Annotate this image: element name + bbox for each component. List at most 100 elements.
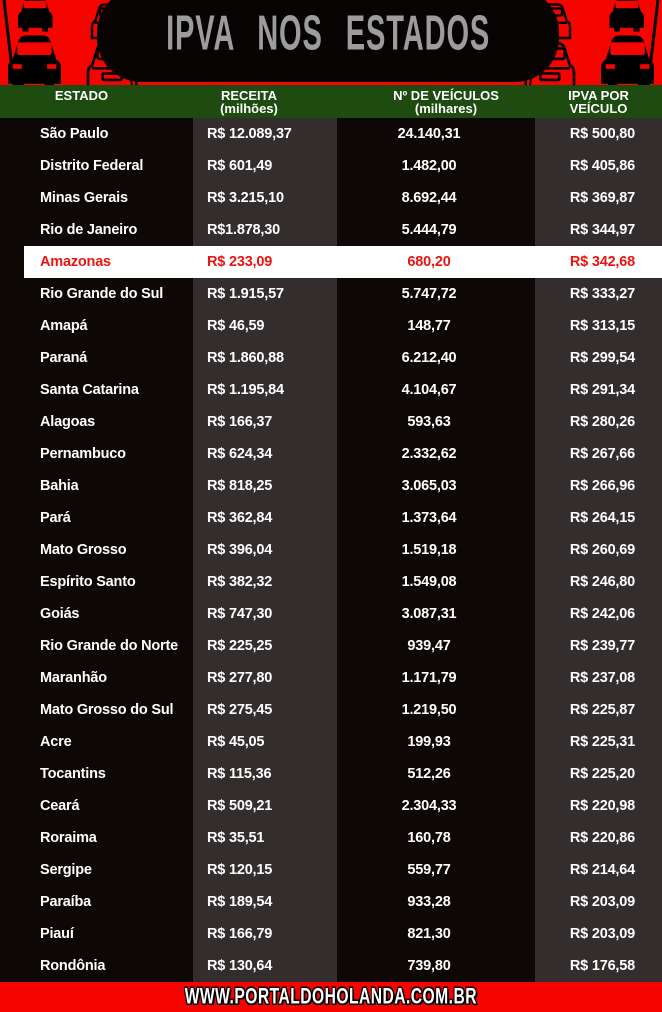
table-body: São Paulo R$ 12.089,37 24.140,31 R$ 500,… [0, 118, 662, 982]
table-row: Pará R$ 362,84 1.373,64 R$ 264,15 [0, 502, 662, 534]
cell-receita: R$ 35,51 [193, 822, 337, 854]
cell-ipva: R$ 203,09 [535, 886, 662, 918]
table-row: Roraima R$ 35,51 160,78 R$ 220,86 [0, 822, 662, 854]
cell-veiculos: 3.087,31 [401, 606, 457, 622]
cell-estado: Paraíba [40, 894, 91, 910]
cell-ipva: R$ 344,97 [535, 214, 662, 246]
table-row: Rio Grande do Norte R$ 225,25 939,47 R$ … [0, 630, 662, 662]
cell-estado: Roraima [40, 830, 97, 846]
cell-receita: R$ 382,32 [193, 566, 337, 598]
cell-ipva: R$ 333,27 [535, 278, 662, 310]
cell-estado: Bahia [40, 478, 79, 494]
header-receita: RECEITA (milhões) [193, 88, 337, 118]
cell-estado: Rio Grande do Sul [40, 286, 164, 302]
website-link[interactable]: WWW.PORTALDOHOLANDA.COM.BR [184, 984, 478, 1009]
cell-receita: R$ 225,25 [193, 630, 337, 662]
cell-veiculos: 933,28 [407, 894, 451, 910]
cell-receita: R$ 275,45 [193, 694, 337, 726]
table-row: Espírito Santo R$ 382,32 1.549,08 R$ 246… [0, 566, 662, 598]
cell-receita: R$1.878,30 [193, 214, 337, 246]
table-row: Amapá R$ 46,59 148,77 R$ 313,15 [0, 310, 662, 342]
cell-veiculos: 24.140,31 [397, 126, 461, 142]
cell-estado: Mato Grosso do Sul [40, 702, 174, 718]
cell-veiculos: 2.304,33 [401, 798, 457, 814]
table-row: Mato Grosso R$ 396,04 1.519,18 R$ 260,69 [0, 534, 662, 566]
cell-receita: R$ 46,59 [193, 310, 337, 342]
cell-veiculos: 739,80 [407, 958, 451, 974]
cell-receita: R$ 747,30 [193, 598, 337, 630]
cell-ipva: R$ 242,06 [535, 598, 662, 630]
cell-ipva: R$ 225,20 [535, 758, 662, 790]
cell-estado: Santa Catarina [40, 382, 139, 398]
cell-ipva: R$ 280,26 [535, 406, 662, 438]
cell-ipva: R$ 264,15 [535, 502, 662, 534]
cell-ipva: R$ 237,08 [535, 662, 662, 694]
table-row: Goiás R$ 747,30 3.087,31 R$ 242,06 [0, 598, 662, 630]
cell-veiculos: 199,93 [407, 734, 451, 750]
cell-receita: R$ 3.215,10 [193, 182, 337, 214]
cell-veiculos: 821,30 [407, 926, 451, 942]
table-row: São Paulo R$ 12.089,37 24.140,31 R$ 500,… [0, 118, 662, 150]
table-row: Paraíba R$ 189,54 933,28 R$ 203,09 [0, 886, 662, 918]
top-banner: IPVA NOS ESTADOS [0, 0, 662, 85]
cell-estado: Sergipe [40, 862, 92, 878]
cell-estado: Distrito Federal [40, 158, 144, 174]
cell-estado: Paraná [40, 350, 88, 366]
cell-ipva: R$ 260,69 [535, 534, 662, 566]
cell-estado: Tocantins [40, 766, 106, 782]
cell-ipva: R$ 220,86 [535, 822, 662, 854]
cell-ipva: R$ 266,96 [535, 470, 662, 502]
cell-receita: R$ 166,79 [193, 918, 337, 950]
cell-estado: Espírito Santo [40, 574, 136, 590]
table-row: Rio de Janeiro R$1.878,30 5.444,79 R$ 34… [0, 214, 662, 246]
table-row: Tocantins R$ 115,36 512,26 R$ 225,20 [0, 758, 662, 790]
cell-ipva: R$ 313,15 [535, 310, 662, 342]
cell-receita: R$ 45,05 [193, 726, 337, 758]
cell-receita: R$ 1.860,88 [193, 342, 337, 374]
table-row: Pernambuco R$ 624,34 2.332,62 R$ 267,66 [0, 438, 662, 470]
cell-receita: R$ 509,21 [193, 790, 337, 822]
table-row: Minas Gerais R$ 3.215,10 8.692,44 R$ 369… [0, 182, 662, 214]
cell-receita: R$ 396,04 [193, 534, 337, 566]
cell-veiculos: 1.219,50 [401, 702, 457, 718]
cell-ipva: R$ 239,77 [535, 630, 662, 662]
cell-veiculos: 3.065,03 [401, 478, 457, 494]
table-row: Distrito Federal R$ 601,49 1.482,00 R$ 4… [0, 150, 662, 182]
cell-veiculos: 2.332,62 [401, 446, 457, 462]
cell-veiculos: 680,20 [337, 246, 535, 278]
cell-veiculos: 8.692,44 [401, 190, 457, 206]
cell-estado: Amapá [40, 318, 88, 334]
cell-ipva: R$ 214,64 [535, 854, 662, 886]
cell-estado: Mato Grosso [40, 542, 127, 558]
cell-ipva: R$ 225,87 [535, 694, 662, 726]
table-row: Sergipe R$ 120,15 559,77 R$ 214,64 [0, 854, 662, 886]
cell-estado: Pará [40, 510, 71, 526]
cell-estado: São Paulo [40, 126, 109, 142]
cell-estado: Piauí [40, 926, 74, 942]
cell-estado: Pernambuco [40, 446, 126, 462]
cell-ipva: R$ 500,80 [535, 118, 662, 150]
traffic-jam-art-icon [2, 0, 143, 85]
cell-veiculos: 1.482,00 [401, 158, 457, 174]
header-label: IPVA POR [568, 88, 629, 103]
table-row: Maranhão R$ 277,80 1.171,79 R$ 237,08 [0, 662, 662, 694]
cell-veiculos: 593,63 [407, 414, 451, 430]
cell-estado: Rio Grande do Norte [40, 638, 178, 654]
cell-ipva: R$ 299,54 [535, 342, 662, 374]
header-sublabel: VEÍCULO [569, 100, 628, 116]
cell-veiculos: 559,77 [407, 862, 451, 878]
cell-veiculos: 939,47 [407, 638, 451, 654]
table-row: Rio Grande do Sul R$ 1.915,57 5.747,72 R… [0, 278, 662, 310]
header-veiculos: Nº DE VEÍCULOS (milhares) [337, 89, 535, 118]
cell-receita: R$ 277,80 [193, 662, 337, 694]
cell-receita: R$ 130,64 [193, 950, 337, 982]
cell-estado: Acre [40, 734, 72, 750]
cell-receita: R$ 166,37 [193, 406, 337, 438]
cell-veiculos: 5.747,72 [401, 286, 457, 302]
cell-ipva: R$ 246,80 [535, 566, 662, 598]
cell-veiculos: 1.549,08 [401, 574, 457, 590]
header-label: RECEITA [220, 88, 278, 103]
cell-estado: Maranhão [40, 670, 107, 686]
cell-receita: R$ 601,49 [193, 150, 337, 182]
cell-ipva: R$ 291,34 [535, 374, 662, 406]
